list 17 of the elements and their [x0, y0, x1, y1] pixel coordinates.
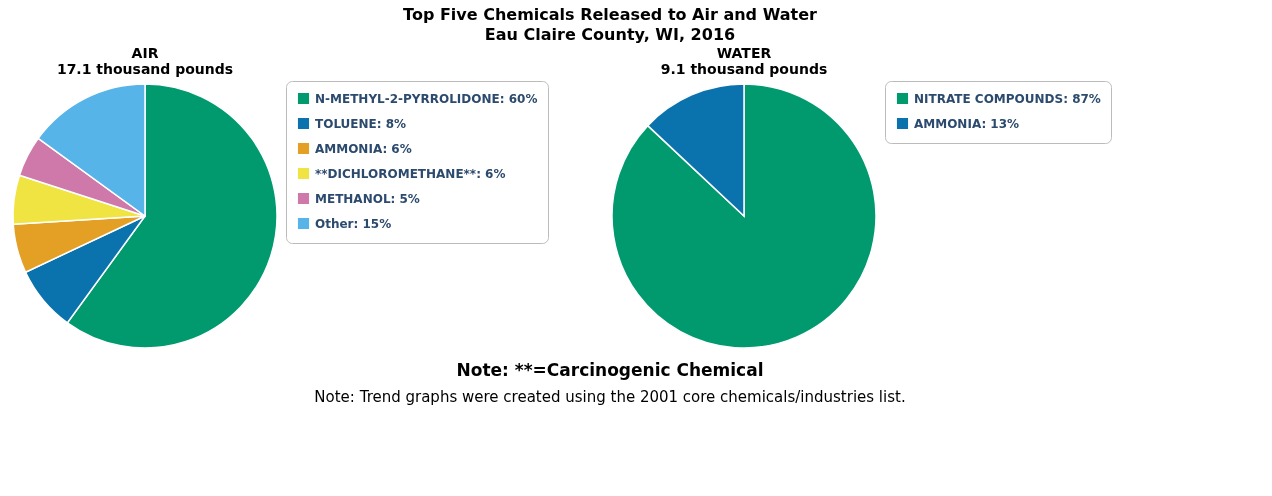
chart-subtitle: 9.1 thousand pounds: [660, 60, 828, 77]
legend-label: TOLUENE: 8%: [315, 116, 407, 131]
legend-label: NITRATE COMPOUNDS: 87%: [914, 91, 1101, 106]
chart-title: WATER: [716, 44, 772, 61]
text: Note: **=Carcinogenic Chemical: [456, 360, 764, 380]
legend-label: Other: 15%: [315, 216, 392, 231]
legend-label: METHANOL: 5%: [315, 191, 420, 206]
legend-label: N-METHYL-2-PYRROLIDONE: 60%: [315, 91, 538, 106]
legend-label: AMMONIA: 6%: [315, 141, 412, 156]
chart-subtitle: 17.1 thousand pounds: [56, 60, 234, 77]
text: Eau Claire County, WI, 2016: [484, 24, 736, 44]
pie-slice: [611, 83, 877, 349]
legend-label: **DICHLOROMETHANE**: 6%: [315, 166, 506, 181]
text: Top Five Chemicals Released to Air and Water: [403, 4, 817, 24]
legend-label: AMMONIA: 13%: [914, 116, 1020, 131]
chart-title: AIR: [131, 44, 159, 61]
text: Note: Trend graphs were created using the 2001 core chemicals/industries list.: [314, 388, 906, 406]
